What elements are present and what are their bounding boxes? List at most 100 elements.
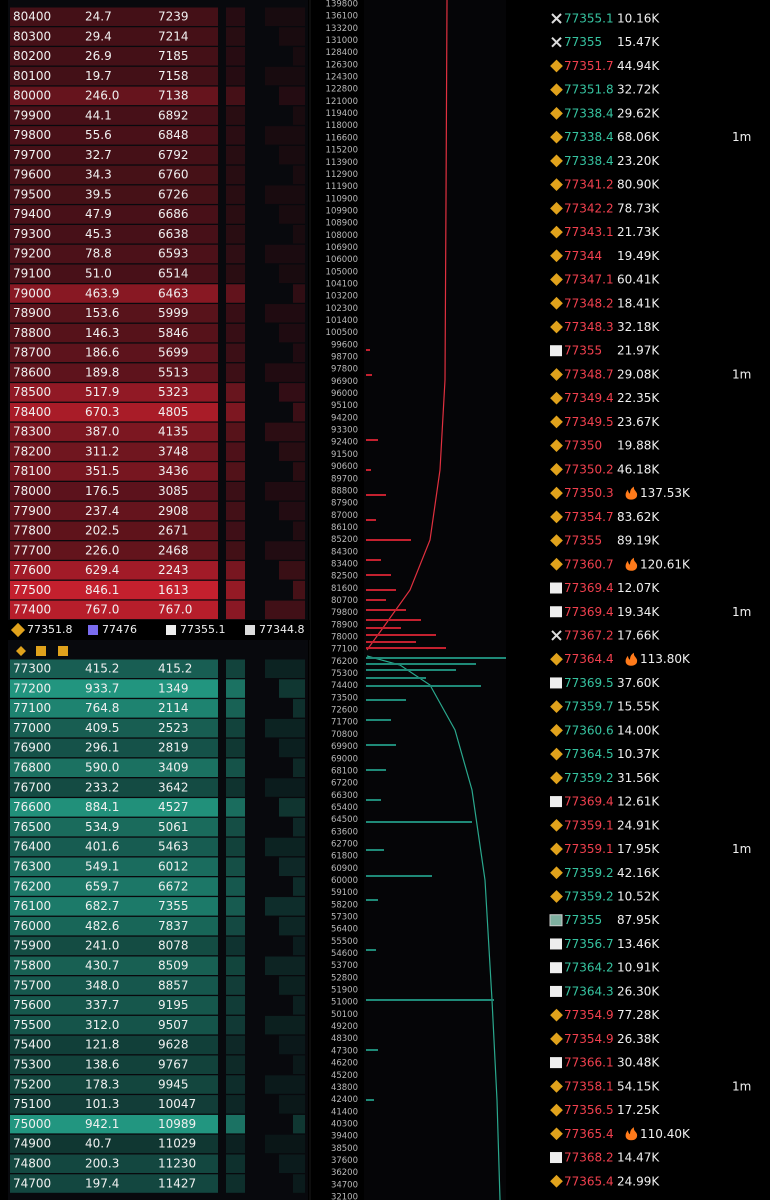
amount: 415.2	[85, 662, 119, 676]
asks-cell	[279, 323, 305, 343]
asks-cell	[226, 145, 245, 165]
asks-cell	[293, 462, 305, 481]
amount: 534.9	[85, 820, 119, 834]
bids-cell	[226, 897, 245, 916]
bids-cell	[226, 1154, 245, 1173]
asks-cell	[279, 561, 305, 580]
amount: 51.0	[85, 267, 112, 281]
amount: 430.7	[85, 959, 119, 973]
asks-cell	[226, 47, 245, 66]
amount: 24.7	[85, 10, 112, 24]
depth-axis-label: 46200	[331, 1059, 358, 1069]
exchange-icon	[550, 582, 562, 594]
depth-axis-label: 113900	[326, 158, 358, 168]
amount: 351.5	[85, 464, 119, 478]
depth-axis-label: 131000	[326, 36, 358, 46]
bids-bar	[10, 1154, 218, 1173]
asks-cell	[226, 600, 245, 620]
depth-curves	[366, 0, 506, 1200]
price: 75700	[13, 978, 51, 992]
bids-bar	[10, 1015, 218, 1035]
trade-size: 60.41K	[617, 273, 660, 287]
depth-axis-label: 43800	[331, 1083, 358, 1093]
bids-cell	[226, 817, 245, 837]
trade-price: 77365.4	[564, 1174, 614, 1188]
asks-cell	[226, 66, 245, 86]
hot-icon	[625, 486, 638, 500]
depth-axis-label: 94200	[331, 413, 358, 423]
trade-size: 10.37K	[617, 747, 660, 761]
trade-price: 77369.4	[564, 605, 614, 619]
total: 6514	[158, 267, 189, 281]
price: 77800	[13, 524, 51, 538]
bids-cell	[265, 1015, 305, 1035]
asks-cell	[279, 27, 305, 46]
bids-cell	[293, 699, 305, 718]
exchange-icon	[551, 630, 562, 641]
bids-cell	[226, 699, 245, 718]
trade-size: 17.25K	[617, 1103, 660, 1117]
depth-axis-label: 136100	[326, 12, 358, 22]
depth-axis-label: 78000	[331, 633, 358, 643]
asks-bar	[10, 7, 218, 26]
bids-cell	[293, 936, 305, 956]
asks-cell	[279, 205, 305, 224]
asks-cell	[226, 224, 245, 244]
depth-axis-label: 108900	[326, 219, 358, 229]
trade-tag: 1m	[732, 605, 751, 619]
trade-size: 26.30K	[617, 984, 660, 998]
bids-cell	[265, 1134, 305, 1154]
depth-axis-label: 34700	[331, 1180, 358, 1190]
price: 79300	[13, 227, 51, 241]
total: 8857	[158, 978, 189, 992]
price: 74800	[13, 1157, 51, 1171]
exchange-icon	[549, 914, 563, 927]
total: 5061	[158, 820, 189, 834]
trade-price: 77369.5	[564, 676, 614, 690]
total: 8509	[158, 959, 189, 973]
price: 75900	[13, 939, 51, 953]
amount: 246.0	[85, 89, 119, 103]
asks-bar	[10, 343, 218, 363]
trade-size: 110.40K	[640, 1127, 691, 1141]
trade-size: 120.61K	[640, 557, 691, 571]
total: 3085	[158, 484, 189, 498]
total: 3748	[158, 444, 189, 458]
asks-cell	[265, 541, 305, 560]
asks-cell	[279, 383, 305, 402]
trade-price: 77359.7	[564, 700, 614, 714]
amount: 197.4	[85, 1176, 119, 1190]
total: 5513	[158, 365, 189, 379]
asks-cell	[226, 185, 245, 204]
depth-axis-label: 122800	[326, 85, 358, 95]
price: 80400	[13, 10, 51, 24]
bids-cell	[293, 817, 305, 837]
ticker-icon	[10, 622, 26, 638]
bids-cell	[226, 679, 245, 698]
depth-axis-label: 70800	[331, 730, 358, 740]
total: 3436	[158, 464, 189, 478]
bids-bar	[10, 798, 218, 817]
asks-bar	[10, 580, 218, 600]
depth-axis-label: 126300	[326, 60, 358, 70]
amount: 45.3	[85, 227, 112, 241]
price: 74700	[13, 1176, 51, 1190]
asks-cell	[265, 66, 305, 86]
price: 76400	[13, 840, 51, 854]
price: 78900	[13, 306, 51, 320]
trade-size: 10.91K	[617, 961, 660, 975]
bids-cell	[226, 1095, 245, 1114]
depth-axis-label: 45200	[331, 1071, 358, 1081]
trade-price: 77359.1	[564, 818, 614, 832]
total: 6848	[158, 128, 189, 142]
price: 77600	[13, 563, 51, 577]
trade-price: 77348.3	[564, 320, 614, 334]
asks-cell	[265, 244, 305, 264]
exchange-icon	[551, 37, 562, 48]
ask-depth-bars	[366, 349, 446, 649]
depth-axis-label: 63600	[331, 827, 358, 837]
trade-price: 77368.2	[564, 1151, 614, 1165]
price: 79100	[13, 267, 51, 281]
trade-size: 87.95K	[617, 913, 660, 927]
